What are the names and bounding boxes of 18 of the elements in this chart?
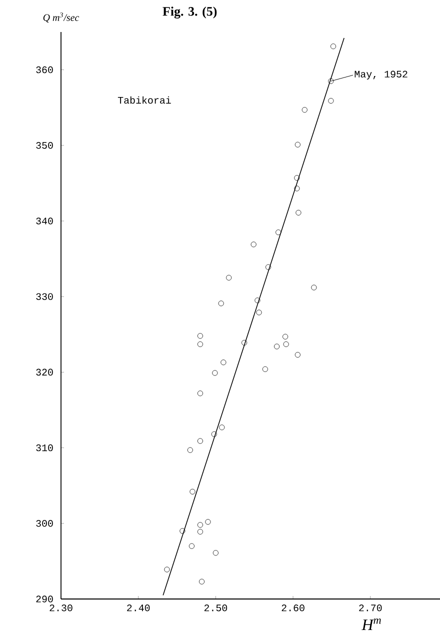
x-tick-label: 2.70 bbox=[359, 604, 382, 612]
x-tick-label: 2.30 bbox=[50, 604, 72, 612]
y-tick-label: 330 bbox=[36, 293, 53, 300]
y-tick-label: 320 bbox=[36, 368, 53, 376]
y-tick-label: 310 bbox=[36, 444, 53, 452]
x-tick-label: 2.40 bbox=[127, 604, 150, 612]
x-axis-title: H$^{m}$ bbox=[362, 618, 381, 630]
annotation: Tabikorai bbox=[118, 96, 171, 104]
y-tick-label: 290 bbox=[36, 596, 53, 602]
chart-title: Fig. 3. (5) bbox=[162, 6, 217, 18]
y-tick-label: 350 bbox=[36, 142, 53, 149]
x-tick-label: 2.50 bbox=[204, 604, 228, 612]
y-tick-label: 340 bbox=[36, 218, 53, 224]
x-tick-label: 2.60 bbox=[282, 604, 304, 612]
y-tick-label: 300 bbox=[36, 520, 53, 527]
annotation: May, 1952 bbox=[354, 70, 408, 80]
y-axis-title: Q m$^{3}$/sec bbox=[43, 12, 80, 22]
y-tick-label: 360 bbox=[36, 66, 53, 74]
